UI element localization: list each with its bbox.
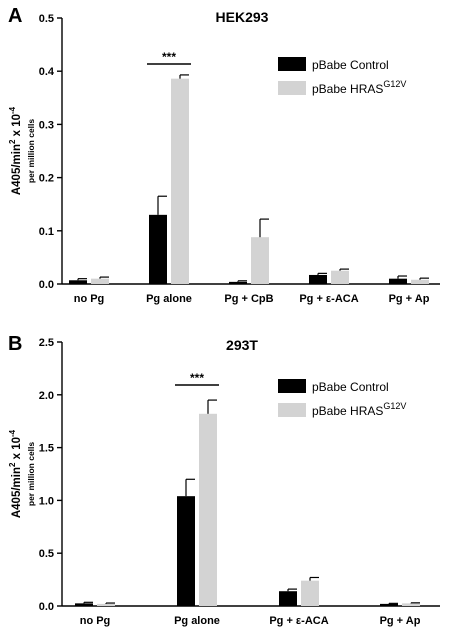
legend-swatch-control: [278, 57, 306, 71]
bar-hras-4: [411, 279, 429, 284]
x-tick-label: Pg + ε-ACA: [269, 615, 328, 627]
panel-letter: A: [8, 5, 22, 27]
significance-label: ***: [190, 371, 204, 385]
chart-title: 293T: [226, 337, 258, 353]
x-tick-label: Pg + CpB: [224, 293, 273, 305]
x-tick-label: Pg alone: [146, 293, 192, 305]
bar-hras-3: [331, 270, 349, 284]
y-tick-label: 0.5: [39, 548, 54, 560]
bar-hras-2: [251, 237, 269, 284]
legend-swatch-hras: [278, 81, 306, 95]
panel-letter: B: [8, 333, 22, 355]
y-tick-label: 2.5: [39, 337, 54, 349]
y-tick-label: 0.1: [39, 226, 54, 238]
x-tick-label: no Pg: [80, 615, 111, 627]
legend-swatch-hras: [278, 403, 306, 417]
legend-label: pBabe HRASG12V: [312, 401, 406, 418]
y-tick-label: 1.5: [39, 443, 54, 455]
legend-label: pBabe HRASG12V: [312, 79, 406, 96]
y-axis-sublabel: per million cells: [26, 442, 36, 507]
y-tick-label: 0.0: [39, 279, 54, 291]
bar-control-3: [309, 274, 327, 284]
x-tick-label: Pg + ε-ACA: [299, 293, 358, 305]
bar-control-4: [389, 278, 407, 284]
x-tick-label: Pg + Ap: [380, 615, 421, 627]
bar-hras-1: [199, 413, 217, 606]
bar-hras-2: [301, 580, 319, 606]
chart-panel-a: A HEK293 0.0 0.1 0.2 0.3 0.4 0.5 A405/min2 x 10-…: [8, 5, 440, 305]
bar-hras-0: [91, 278, 109, 284]
y-tick-label: 2.0: [39, 390, 54, 402]
bar-hras-1: [171, 78, 189, 284]
bar-control-0: [75, 603, 93, 606]
y-axis-sublabel: per million cells: [26, 119, 36, 184]
bar-hras-3: [402, 603, 420, 606]
bar-control-0: [69, 280, 87, 284]
y-tick-label: 0.0: [39, 601, 54, 613]
legend-label: pBabe Control: [312, 58, 389, 72]
bar-control-1: [149, 214, 167, 284]
bar-hras-0: [97, 603, 115, 606]
bar-control-2: [229, 281, 247, 284]
legend-swatch-control: [278, 379, 306, 393]
significance-label: ***: [162, 50, 176, 64]
bar-control-3: [380, 603, 398, 606]
bar-control-2: [279, 591, 297, 606]
y-tick-label: 0.5: [39, 13, 54, 25]
y-tick-label: 0.3: [39, 119, 54, 131]
x-tick-label: no Pg: [74, 293, 105, 305]
bar-control-1: [177, 496, 195, 606]
chart-title: HEK293: [216, 9, 269, 25]
y-tick-label: 0.2: [39, 173, 54, 185]
y-axis-label: A405/min2 x 10-4: [8, 429, 23, 518]
y-axis-label: A405/min2 x 10-4: [8, 106, 23, 195]
x-tick-label: Pg alone: [174, 615, 220, 627]
x-tick-label: Pg + Ap: [389, 293, 430, 305]
legend-label: pBabe Control: [312, 380, 389, 394]
y-tick-label: 0.4: [39, 66, 55, 78]
y-tick-label: 1.0: [39, 495, 54, 507]
